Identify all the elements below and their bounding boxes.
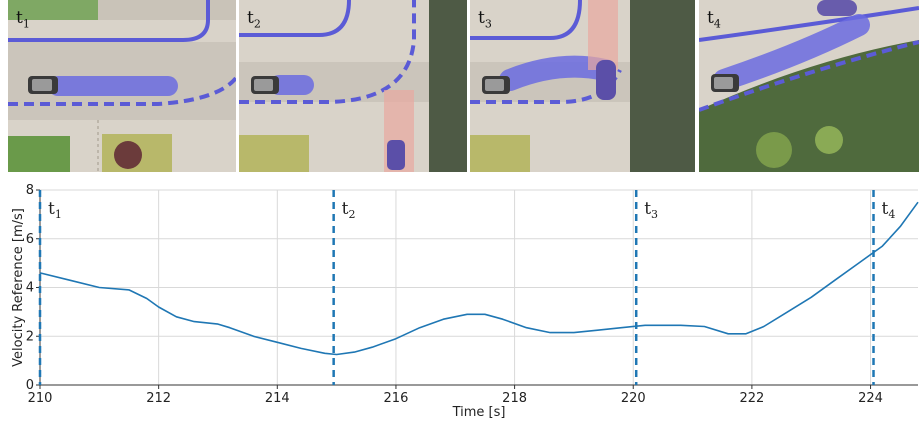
snapshot-panel-t2: t2 <box>239 0 467 172</box>
snapshot-panel-t1: t1 <box>8 0 236 172</box>
x-tick-label: 222 <box>739 391 764 406</box>
scene-t2-image <box>239 0 467 172</box>
x-tick-label: 218 <box>502 391 527 406</box>
y-axis-label: Velocity Reference [m/s] <box>11 208 26 367</box>
panel-label-t1: t1 <box>16 8 30 31</box>
x-tick-label: 216 <box>384 391 409 406</box>
x-tick-label: 224 <box>858 391 883 406</box>
chart-ticks: 210 212 214 216 218 220 222 224 0 2 4 6 8 <box>26 183 883 406</box>
x-axis-label: Time [s] <box>452 405 506 420</box>
snapshot-panel-t4: t4 <box>699 0 919 172</box>
time-marker-label: t3 <box>644 199 658 221</box>
panel-label-t2: t2 <box>247 8 261 31</box>
x-tick-label: 212 <box>146 391 171 406</box>
time-marker-label: t2 <box>342 199 356 221</box>
y-tick-label: 4 <box>26 281 34 296</box>
snapshot-panel-t3: t3 <box>470 0 695 172</box>
time-marker-label: t4 <box>882 199 896 221</box>
y-tick-label: 8 <box>26 183 34 198</box>
x-tick-label: 214 <box>265 391 290 406</box>
velocity-chart: 210 212 214 216 218 220 222 224 0 2 4 6 8 t1 t2 t3 t4 T… <box>11 183 919 420</box>
y-tick-label: 2 <box>26 329 34 344</box>
scene-t4-image <box>699 0 919 172</box>
snapshot-panels: t1 t2 <box>8 0 919 172</box>
x-tick-label: 210 <box>28 391 53 406</box>
y-tick-label: 6 <box>26 232 34 247</box>
scene-t3-image <box>470 0 695 172</box>
panel-label-t4: t4 <box>707 8 721 31</box>
chart-series <box>39 201 919 356</box>
panel-label-t3: t3 <box>478 8 492 31</box>
time-markers: t1 t2 t3 t4 <box>38 190 896 385</box>
x-tick-label: 220 <box>621 391 646 406</box>
time-marker-label: t1 <box>48 199 62 221</box>
y-tick-label: 0 <box>26 378 34 393</box>
scene-t1-image <box>8 0 236 172</box>
velocity-series-line <box>39 201 919 356</box>
chart-grid <box>39 189 918 386</box>
